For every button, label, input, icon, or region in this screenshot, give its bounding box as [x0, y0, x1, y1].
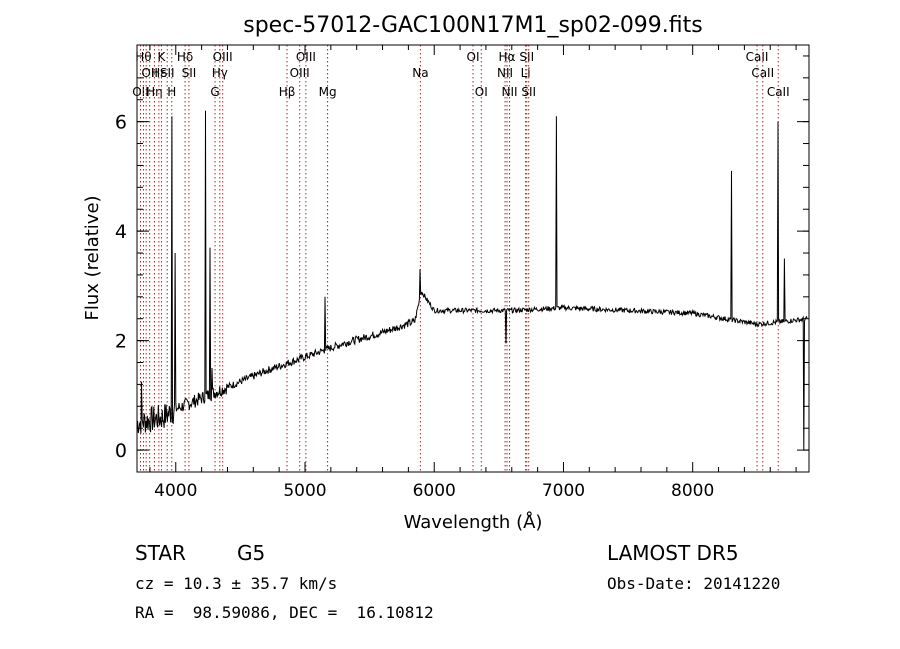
- x-tick-label: 5000: [283, 481, 326, 501]
- line-marker-label: Hγ: [212, 66, 228, 80]
- line-marker-label: Hη: [146, 85, 163, 99]
- line-marker-label: OIII: [213, 50, 233, 64]
- line-marker-label: Hε: [151, 66, 167, 80]
- plot-frame: [136, 44, 810, 473]
- line-marker-label: OIII: [290, 66, 310, 80]
- line-marker-label: K: [157, 50, 166, 64]
- axes: 4000 5000 6000 7000 8000 0 2 4 6: [115, 45, 809, 501]
- line-marker-label: OI: [475, 85, 488, 99]
- spectrum-line: [136, 110, 808, 451]
- y-tick-label: 6: [115, 112, 127, 134]
- line-marker-label: Mg: [319, 85, 337, 99]
- observation-date: Obs-Date: 20141220: [607, 574, 781, 593]
- line-marker-label: H: [167, 85, 176, 99]
- x-tick-label: 7000: [542, 481, 585, 501]
- y-axis-label: Flux (relative): [82, 195, 103, 320]
- line-marker-label: G: [210, 85, 219, 99]
- x-tick-label: 8000: [671, 481, 714, 501]
- object-subclass: G5: [237, 541, 266, 565]
- spectrum-chart: spec-57012-GAC100N17M1_sp02-099.fits OII…: [82, 13, 810, 533]
- line-marker-label: OI: [467, 50, 480, 64]
- ra-dec-coordinates: RA = 98.59086, DEC = 16.10812: [135, 603, 434, 622]
- x-tick-label: 4000: [154, 481, 197, 501]
- line-marker-label: Li: [521, 66, 531, 80]
- line-marker-label: CaII: [751, 66, 774, 80]
- redshift-velocity: cz = 10.3 ± 35.7 km/s: [135, 574, 338, 593]
- y-tick-label: 0: [115, 440, 127, 462]
- line-marker-label: SII: [160, 66, 175, 80]
- line-marker-label: NII: [497, 66, 513, 80]
- line-marker-label: SII: [519, 50, 534, 64]
- chart-title: spec-57012-GAC100N17M1_sp02-099.fits: [243, 13, 703, 38]
- object-class: STAR: [135, 541, 186, 565]
- emission-line-markers: OIIHθOIIHηHεKSIIHHδSIIGHγOIIIHβOIIIOIIIM…: [132, 45, 790, 472]
- x-axis-label: Wavelength (Å): [404, 511, 543, 533]
- line-marker-label: OII: [132, 85, 149, 99]
- line-marker-label: SII: [521, 85, 536, 99]
- y-tick-label: 4: [115, 221, 127, 243]
- line-marker-label: CaII: [746, 50, 769, 64]
- line-marker-label: Hδ: [177, 50, 193, 64]
- line-marker-label: Hθ: [135, 50, 151, 64]
- line-marker-label: Na: [412, 66, 428, 80]
- line-marker-label: Hβ: [279, 85, 296, 99]
- line-marker-label: OIII: [296, 50, 316, 64]
- x-tick-label: 6000: [413, 481, 456, 501]
- y-tick-label: 2: [115, 331, 127, 353]
- line-marker-label: SII: [182, 66, 197, 80]
- survey-name: LAMOST DR5: [607, 541, 739, 565]
- line-marker-label: OII: [141, 66, 158, 80]
- line-marker-label: NII: [502, 85, 518, 99]
- line-marker-label: CaII: [767, 85, 790, 99]
- line-marker-label: Hα: [499, 50, 516, 64]
